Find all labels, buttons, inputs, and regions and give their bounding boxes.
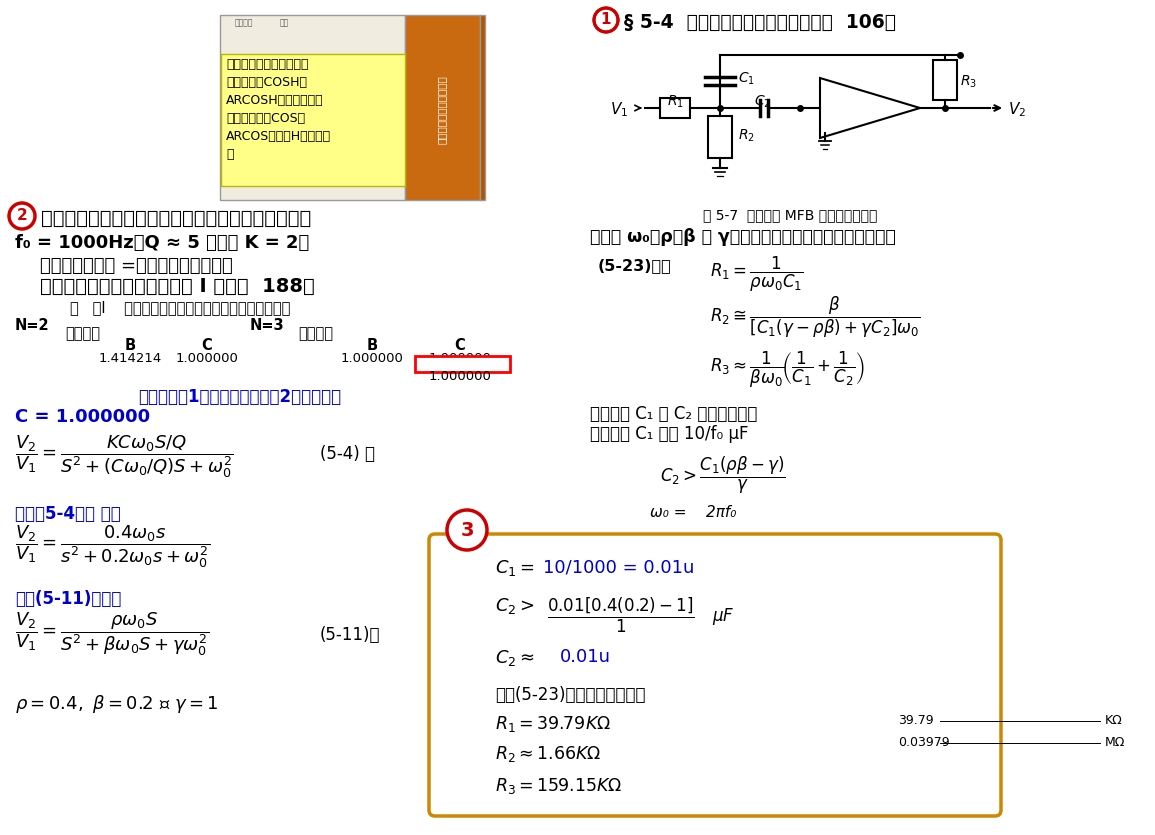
Text: (5-4) 式: (5-4) 式 [320, 445, 375, 463]
Bar [405, 15, 480, 200]
Text: $R_1$: $R_1$ [666, 94, 684, 110]
Text: 画红圈的是1阶低通参数，也是2阶带通参数: 画红圈的是1阶低通参数，也是2阶带通参数 [139, 388, 342, 406]
Text: 39.79: 39.79 [897, 714, 933, 727]
Text: 有源滤波: 有源滤波 [234, 18, 253, 27]
Text: 找个能计算COSH，: 找个能计算COSH， [226, 76, 307, 89]
Circle shape [594, 8, 618, 32]
Bar [933, 60, 957, 100]
Text: $\dfrac{V_2}{V_1} = \dfrac{0.4\omega_0 s}{s^2 + 0.2\omega_0 s + \omega_0^2}$: $\dfrac{V_2}{V_1} = \dfrac{0.4\omega_0 s… [15, 523, 210, 569]
Text: 若给定 ω₀、ρ、β 和 γ，各电阵的数値可以用下列式子求出: 若给定 ω₀、ρ、β 和 γ，各电阵的数値可以用下列式子求出 [590, 228, 896, 246]
Text: 最好选取 C₁ 接近 10/f₀ μF: 最好选取 C₁ 接近 10/f₀ μF [590, 425, 748, 443]
Text: $R_2 \approx 1.66K\Omega$: $R_2 \approx 1.66K\Omega$ [495, 744, 602, 764]
Text: 大概都能算，COS和: 大概都能算，COS和 [226, 112, 305, 125]
FancyBboxPatch shape [221, 54, 405, 186]
Text: 巴特沃斯: 巴特沃斯 [298, 326, 333, 341]
Text: C: C [455, 338, 465, 353]
Text: 兆欧姆: 兆欧姆 [842, 736, 864, 749]
Text: B: B [366, 338, 378, 353]
Text: 巴特沃斯滤波器，可以从附录 I 中查出  188页: 巴特沃斯滤波器，可以从附录 I 中查出 188页 [40, 277, 315, 296]
Text: 根据（5-4）式 得：: 根据（5-4）式 得： [15, 505, 121, 523]
Bar [219, 15, 405, 200]
Text: $R_2$: $R_2$ [738, 128, 755, 144]
Text: 例如，假定要构成一个二阶带通滤波器，其中心频率: 例如，假定要构成一个二阶带通滤波器，其中心频率 [40, 209, 311, 228]
Text: $C_2 \approx$: $C_2 \approx$ [495, 648, 535, 668]
Text: § 5-4  无限增益多端反馈带通滤波器  106页: § 5-4 无限增益多端反馈带通滤波器 106页 [624, 13, 896, 32]
Text: $\rho = 0.4,\ \beta = 0.2\ $和$\ \gamma = 1$: $\rho = 0.4,\ \beta = 0.2\ $和$\ \gamma =… [15, 693, 218, 715]
Text: $C_1 = $: $C_1 = $ [495, 558, 535, 578]
Text: C: C [202, 338, 213, 353]
Text: 10/1000 = 0.01u: 10/1000 = 0.01u [543, 558, 694, 576]
Text: KΩ: KΩ [1105, 714, 1123, 727]
Text: $C_2 >$: $C_2 >$ [495, 596, 535, 616]
Text: 则从(5-23)式算出各电阵値为: 则从(5-23)式算出各电阵値为 [495, 686, 646, 704]
Text: 附   录I    巴特沃斯和切比雪夫低通滤波器设计数据表: 附 录I 巴特沃斯和切比雪夫低通滤波器设计数据表 [70, 300, 290, 315]
Text: 1: 1 [601, 13, 611, 28]
Text: $\dfrac{0.01[0.4(0.2)-1]}{1}$: $\dfrac{0.01[0.4(0.2)-1]}{1}$ [547, 596, 695, 635]
Text: N=3: N=3 [249, 318, 284, 333]
Text: 电路中的 C₁ 和 C₂ 可以随意选取: 电路中的 C₁ 和 C₂ 可以随意选取 [590, 405, 758, 423]
Text: $V_2$: $V_2$ [1008, 101, 1026, 119]
Text: 样: 样 [226, 148, 233, 161]
Text: ARCOS不是带H的，不一: ARCOS不是带H的，不一 [226, 130, 331, 143]
Text: 千欧姆: 千欧姆 [842, 714, 864, 727]
Text: 图 5-7  无限增益 MFB 带通滤波器电路: 图 5-7 无限增益 MFB 带通滤波器电路 [702, 208, 877, 222]
Text: C = 1.000000: C = 1.000000 [15, 408, 150, 426]
Text: $R_3$: $R_3$ [960, 73, 977, 90]
Text: 1.000000: 1.000000 [341, 352, 403, 365]
Text: (5-11)式: (5-11)式 [320, 626, 380, 644]
Text: 0.03979: 0.03979 [897, 736, 949, 749]
Bar [660, 98, 690, 118]
Bar [840, 736, 892, 750]
Text: $\dfrac{V_2}{V_1} = \dfrac{\rho\omega_0 S}{S^2 + \beta\omega_0 S + \gamma\omega_: $\dfrac{V_2}{V_1} = \dfrac{\rho\omega_0 … [15, 610, 209, 658]
Text: 主编: 主编 [280, 18, 289, 27]
Bar [840, 714, 892, 728]
Text: N=2: N=2 [15, 318, 50, 333]
Text: 0.01u: 0.01u [560, 648, 611, 666]
Text: $R_3 \approx \dfrac{1}{\beta\omega_0}\!\left(\dfrac{1}{C_1}+\dfrac{1}{C_2}\right: $R_3 \approx \dfrac{1}{\beta\omega_0}\!\… [710, 350, 865, 390]
Text: MΩ: MΩ [1105, 736, 1125, 749]
Text: $V_1$: $V_1$ [610, 101, 628, 119]
Text: 二阶带通滤波器 =：一阶低通滤波器；: 二阶带通滤波器 =：一阶低通滤波器； [40, 257, 233, 275]
Text: 2: 2 [16, 209, 28, 224]
Text: f₀ = 1000Hz、Q ≈ 5 和增益 K = 2。: f₀ = 1000Hz、Q ≈ 5 和增益 K = 2。 [15, 234, 310, 252]
Text: 1.000000: 1.000000 [429, 370, 491, 383]
Text: (5-23)式：: (5-23)式： [598, 258, 672, 273]
Bar [415, 356, 511, 372]
Text: 这本书里的公式，只只要: 这本书里的公式，只只要 [226, 58, 308, 71]
Text: 比对(5-11)式得：: 比对(5-11)式得： [15, 590, 121, 608]
Text: $C_2$: $C_2$ [753, 94, 770, 110]
Circle shape [9, 203, 35, 229]
Text: 1.414214: 1.414214 [98, 352, 162, 365]
Text: 1.000000: 1.000000 [429, 352, 491, 365]
Text: B: B [125, 338, 135, 353]
Text: ω₀ =    2πf₀: ω₀ = 2πf₀ [650, 505, 737, 520]
FancyBboxPatch shape [429, 534, 1001, 816]
Text: $R_2 \cong \dfrac{\beta}{[C_1(\gamma - \rho\beta) + \gamma C_2]\omega_0}$: $R_2 \cong \dfrac{\beta}{[C_1(\gamma - \… [710, 295, 921, 340]
Text: $R_1 = 39.79K\Omega$: $R_1 = 39.79K\Omega$ [495, 714, 611, 734]
Text: $\mu F$: $\mu F$ [711, 606, 735, 627]
Text: 有源滤波器精确设计手册: 有源滤波器精确设计手册 [437, 76, 447, 144]
Text: ARCOSH的函数计算器: ARCOSH的函数计算器 [226, 94, 323, 107]
Text: $R_3 = 159.15K\Omega$: $R_3 = 159.15K\Omega$ [495, 776, 623, 796]
Circle shape [447, 510, 487, 550]
Text: $C_2 > \dfrac{C_1(\rho\beta - \gamma)}{\gamma}$: $C_2 > \dfrac{C_1(\rho\beta - \gamma)}{\… [660, 455, 785, 496]
Text: $R_1 = \dfrac{1}{\rho\omega_0 C_1}$: $R_1 = \dfrac{1}{\rho\omega_0 C_1}$ [710, 255, 804, 294]
Text: 3: 3 [460, 520, 474, 539]
Text: $\dfrac{V_2}{V_1} = \dfrac{KC\omega_0 S/Q}{S^2 + (C\omega_0/Q)S + \omega_0^2}$: $\dfrac{V_2}{V_1} = \dfrac{KC\omega_0 S/… [15, 433, 233, 480]
Text: $C_1$: $C_1$ [738, 71, 755, 87]
Text: 巴特沃斯: 巴特沃斯 [65, 326, 100, 341]
Bar [708, 116, 732, 158]
Text: 1.000000: 1.000000 [176, 352, 238, 365]
Bar [480, 15, 485, 200]
